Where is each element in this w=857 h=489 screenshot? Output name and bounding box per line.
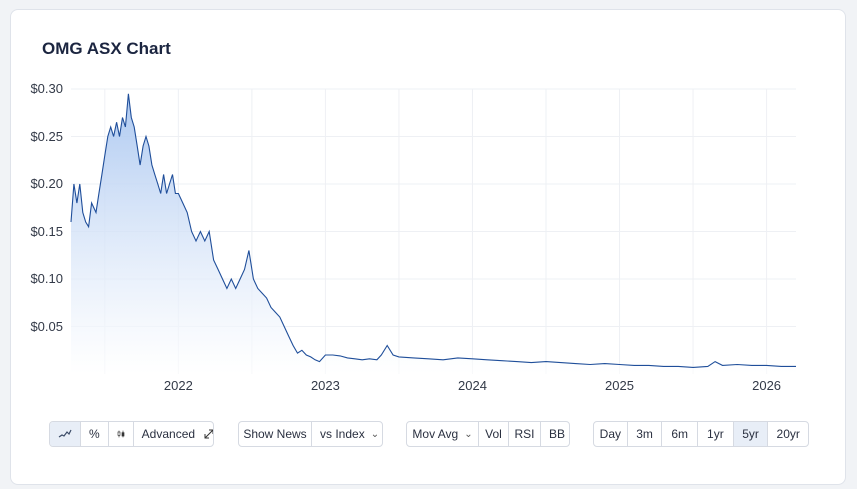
y-tick-label: $0.30 <box>30 81 63 96</box>
x-tick-label: 2022 <box>163 378 193 393</box>
indicators-group: Mov Avg ⌄ Vol RSI BB <box>406 421 570 447</box>
chevron-down-icon: ⌄ <box>370 428 380 440</box>
vol-button[interactable]: Vol <box>479 422 509 446</box>
y-tick-label: $0.10 <box>30 271 63 286</box>
y-tick-label: $0.25 <box>30 128 63 144</box>
candlestick-icon <box>117 430 125 438</box>
chart-type-group: % Advanced <box>49 421 214 447</box>
chevron-down-icon: ⌄ <box>464 428 473 440</box>
range-button-20yr[interactable]: 20yr <box>776 427 800 441</box>
range-button-6m[interactable]: 6m <box>662 422 699 446</box>
range-button-day[interactable]: Day <box>594 422 628 446</box>
vs-index-label: vs Index <box>320 427 365 441</box>
advanced-button[interactable]: Advanced <box>134 422 213 446</box>
chart-title: OMG ASX Chart <box>42 39 171 58</box>
range-button-3m[interactable]: 3m <box>628 422 663 446</box>
rsi-button[interactable]: RSI <box>509 422 541 446</box>
y-tick-label: $0.20 <box>30 176 63 191</box>
time-range-group: Day 3m 6m 1yr 5yr 20yr <box>593 421 809 447</box>
vol-label: Vol <box>485 427 502 441</box>
rsi-label: RSI <box>514 427 535 441</box>
show-news-label: Show News <box>243 427 307 441</box>
x-tick-label: 2026 <box>752 378 782 393</box>
mov-avg-label: Mov Avg <box>412 427 459 441</box>
percent-label: % <box>89 427 100 441</box>
y-tick-label: $0.15 <box>30 223 63 239</box>
candlestick-button[interactable] <box>109 422 134 446</box>
x-tick-label: 2023 <box>310 378 340 393</box>
expand-icon <box>204 429 213 439</box>
range-button-1yr[interactable]: 1yr <box>698 422 734 446</box>
percent-button[interactable]: % <box>81 422 109 446</box>
bb-label: BB <box>549 427 566 441</box>
vs-index-dropdown[interactable]: vs Index ⌄ <box>312 422 382 446</box>
price-line <box>70 93 796 368</box>
line-chart-icon <box>58 429 72 438</box>
bb-button[interactable]: BB <box>541 422 569 446</box>
price-area <box>71 93 796 375</box>
mov-avg-dropdown[interactable]: Mov Avg ⌄ <box>407 422 479 446</box>
y-tick-label: $0.05 <box>30 318 63 334</box>
news-index-group: Show News vs Index ⌄ <box>238 421 383 447</box>
show-news-button[interactable]: Show News <box>239 422 312 446</box>
line-chart-button[interactable] <box>50 422 81 446</box>
advanced-label: Advanced <box>141 427 196 441</box>
x-tick-label: 2025 <box>605 378 634 393</box>
x-tick-label: 2024 <box>458 378 487 393</box>
range-button-5yr[interactable]: 5yr <box>733 422 769 446</box>
